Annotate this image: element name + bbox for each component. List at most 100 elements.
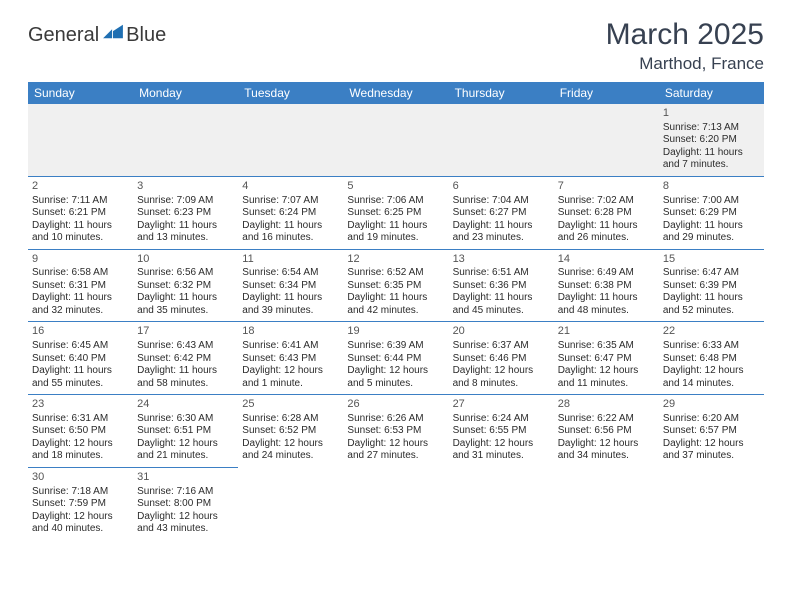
sunrise-text: Sunrise: 6:22 AM [558, 413, 655, 426]
sunrise-text: Sunrise: 6:54 AM [242, 267, 339, 280]
sunset-text: Sunset: 6:46 PM [453, 353, 550, 366]
calendar-body: 1Sunrise: 7:13 AMSunset: 6:20 PMDaylight… [28, 104, 764, 540]
calendar-cell: 29Sunrise: 6:20 AMSunset: 6:57 PMDayligh… [659, 395, 764, 468]
sunrise-text: Sunrise: 7:02 AM [558, 195, 655, 208]
calendar-cell: 13Sunrise: 6:51 AMSunset: 6:36 PMDayligh… [449, 249, 554, 322]
daylight-text: Daylight: 11 hours [663, 292, 760, 305]
calendar-cell [449, 104, 554, 176]
calendar-cell: 25Sunrise: 6:28 AMSunset: 6:52 PMDayligh… [238, 395, 343, 468]
sunrise-text: Sunrise: 6:28 AM [242, 413, 339, 426]
calendar-cell [28, 104, 133, 176]
calendar-cell [554, 467, 659, 539]
daylight-text: Daylight: 11 hours [32, 292, 129, 305]
sunset-text: Sunset: 6:40 PM [32, 353, 129, 366]
sunset-text: Sunset: 6:56 PM [558, 425, 655, 438]
sunset-text: Sunset: 6:50 PM [32, 425, 129, 438]
sunset-text: Sunset: 6:32 PM [137, 280, 234, 293]
daylight-text: Daylight: 12 hours [137, 438, 234, 451]
sunrise-text: Sunrise: 6:58 AM [32, 267, 129, 280]
day-header: Sunday [28, 82, 133, 104]
daylight-text: Daylight: 12 hours [347, 365, 444, 378]
calendar-cell [238, 104, 343, 176]
day-number: 7 [558, 180, 655, 194]
sunset-text: Sunset: 6:55 PM [453, 425, 550, 438]
daylight-text: and 18 minutes. [32, 450, 129, 463]
calendar-cell: 4Sunrise: 7:07 AMSunset: 6:24 PMDaylight… [238, 176, 343, 249]
calendar-cell: 15Sunrise: 6:47 AMSunset: 6:39 PMDayligh… [659, 249, 764, 322]
sunset-text: Sunset: 6:35 PM [347, 280, 444, 293]
calendar-cell: 24Sunrise: 6:30 AMSunset: 6:51 PMDayligh… [133, 395, 238, 468]
month-title: March 2025 [606, 18, 764, 52]
sunrise-text: Sunrise: 7:11 AM [32, 195, 129, 208]
sunrise-text: Sunrise: 6:35 AM [558, 340, 655, 353]
calendar-cell: 18Sunrise: 6:41 AMSunset: 6:43 PMDayligh… [238, 322, 343, 395]
day-number: 6 [453, 180, 550, 194]
calendar-week-row: 16Sunrise: 6:45 AMSunset: 6:40 PM Dayligh… [28, 322, 764, 395]
day-header: Monday [133, 82, 238, 104]
sunset-text: Sunset: 6:44 PM [347, 353, 444, 366]
sunrise-text: Sunrise: 6:51 AM [453, 267, 550, 280]
day-number: 8 [663, 180, 760, 194]
day-header: Thursday [449, 82, 554, 104]
sunrise-text: Sunrise: 7:09 AM [137, 195, 234, 208]
daylight-text: and 11 minutes. [558, 378, 655, 391]
sunrise-text: Sunrise: 7:06 AM [347, 195, 444, 208]
calendar-cell: 27Sunrise: 6:24 AMSunset: 6:55 PMDayligh… [449, 395, 554, 468]
daylight-text: and 24 minutes. [242, 450, 339, 463]
calendar-cell: 6Sunrise: 7:04 AMSunset: 6:27 PMDaylight… [449, 176, 554, 249]
daylight-text: and 39 minutes. [242, 305, 339, 318]
calendar-cell: 19Sunrise: 6:39 AMSunset: 6:44 PMDayligh… [343, 322, 448, 395]
day-header: Saturday [659, 82, 764, 104]
sunset-text: Sunset: 6:48 PM [663, 353, 760, 366]
daylight-text: Daylight: 12 hours [453, 438, 550, 451]
daylight-text: Daylight: 11 hours [242, 292, 339, 305]
sunset-text: Sunset: 6:21 PM [32, 207, 129, 220]
calendar-cell: 16Sunrise: 6:45 AMSunset: 6:40 PMDayligh… [28, 322, 133, 395]
daylight-text: Daylight: 12 hours [663, 365, 760, 378]
calendar-cell: 8Sunrise: 7:00 AMSunset: 6:29 PMDaylight… [659, 176, 764, 249]
sunset-text: Sunset: 6:52 PM [242, 425, 339, 438]
day-number: 16 [32, 325, 129, 339]
sunset-text: Sunset: 6:42 PM [137, 353, 234, 366]
calendar-week-row: 23Sunrise: 6:31 AMSunset: 6:50 PMDayligh… [28, 395, 764, 468]
daylight-text: Daylight: 12 hours [347, 438, 444, 451]
calendar-cell: 28Sunrise: 6:22 AMSunset: 6:56 PMDayligh… [554, 395, 659, 468]
sunset-text: Sunset: 8:00 PM [137, 498, 234, 511]
calendar-week-row: 1Sunrise: 7:13 AMSunset: 6:20 PMDaylight… [28, 104, 764, 176]
sunset-text: Sunset: 6:36 PM [453, 280, 550, 293]
sunset-text: Sunset: 6:39 PM [663, 280, 760, 293]
sunset-text: Sunset: 6:25 PM [347, 207, 444, 220]
daylight-text: Daylight: 12 hours [242, 438, 339, 451]
day-number: 4 [242, 180, 339, 194]
day-number: 13 [453, 253, 550, 267]
day-number: 19 [347, 325, 444, 339]
sunset-text: Sunset: 6:31 PM [32, 280, 129, 293]
day-number: 3 [137, 180, 234, 194]
calendar-cell: 7Sunrise: 7:02 AMSunset: 6:28 PMDaylight… [554, 176, 659, 249]
calendar-cell: 30Sunrise: 7:18 AMSunset: 7:59 PMDayligh… [28, 467, 133, 539]
day-number: 21 [558, 325, 655, 339]
daylight-text: and 37 minutes. [663, 450, 760, 463]
day-number: 24 [137, 398, 234, 412]
sunset-text: Sunset: 6:34 PM [242, 280, 339, 293]
calendar-cell: 20Sunrise: 6:37 AMSunset: 6:46 PMDayligh… [449, 322, 554, 395]
calendar-cell: 12Sunrise: 6:52 AMSunset: 6:35 PMDayligh… [343, 249, 448, 322]
daylight-text: and 55 minutes. [32, 378, 129, 391]
sunrise-text: Sunrise: 7:00 AM [663, 195, 760, 208]
brand-word2: Blue [126, 24, 166, 47]
daylight-text: Daylight: 11 hours [453, 292, 550, 305]
calendar-cell: 23Sunrise: 6:31 AMSunset: 6:50 PMDayligh… [28, 395, 133, 468]
day-number: 18 [242, 325, 339, 339]
calendar-cell [343, 104, 448, 176]
sunset-text: Sunset: 6:53 PM [347, 425, 444, 438]
sunrise-text: Sunrise: 7:13 AM [663, 122, 760, 135]
calendar-week-row: 9Sunrise: 6:58 AMSunset: 6:31 PMDaylight… [28, 249, 764, 322]
daylight-text: and 19 minutes. [347, 232, 444, 245]
sunrise-text: Sunrise: 6:24 AM [453, 413, 550, 426]
sunset-text: Sunset: 6:47 PM [558, 353, 655, 366]
sunrise-text: Sunrise: 7:04 AM [453, 195, 550, 208]
sunset-text: Sunset: 6:28 PM [558, 207, 655, 220]
day-number: 31 [137, 471, 234, 485]
calendar-cell: 2Sunrise: 7:11 AMSunset: 6:21 PMDaylight… [28, 176, 133, 249]
sunrise-text: Sunrise: 6:45 AM [32, 340, 129, 353]
